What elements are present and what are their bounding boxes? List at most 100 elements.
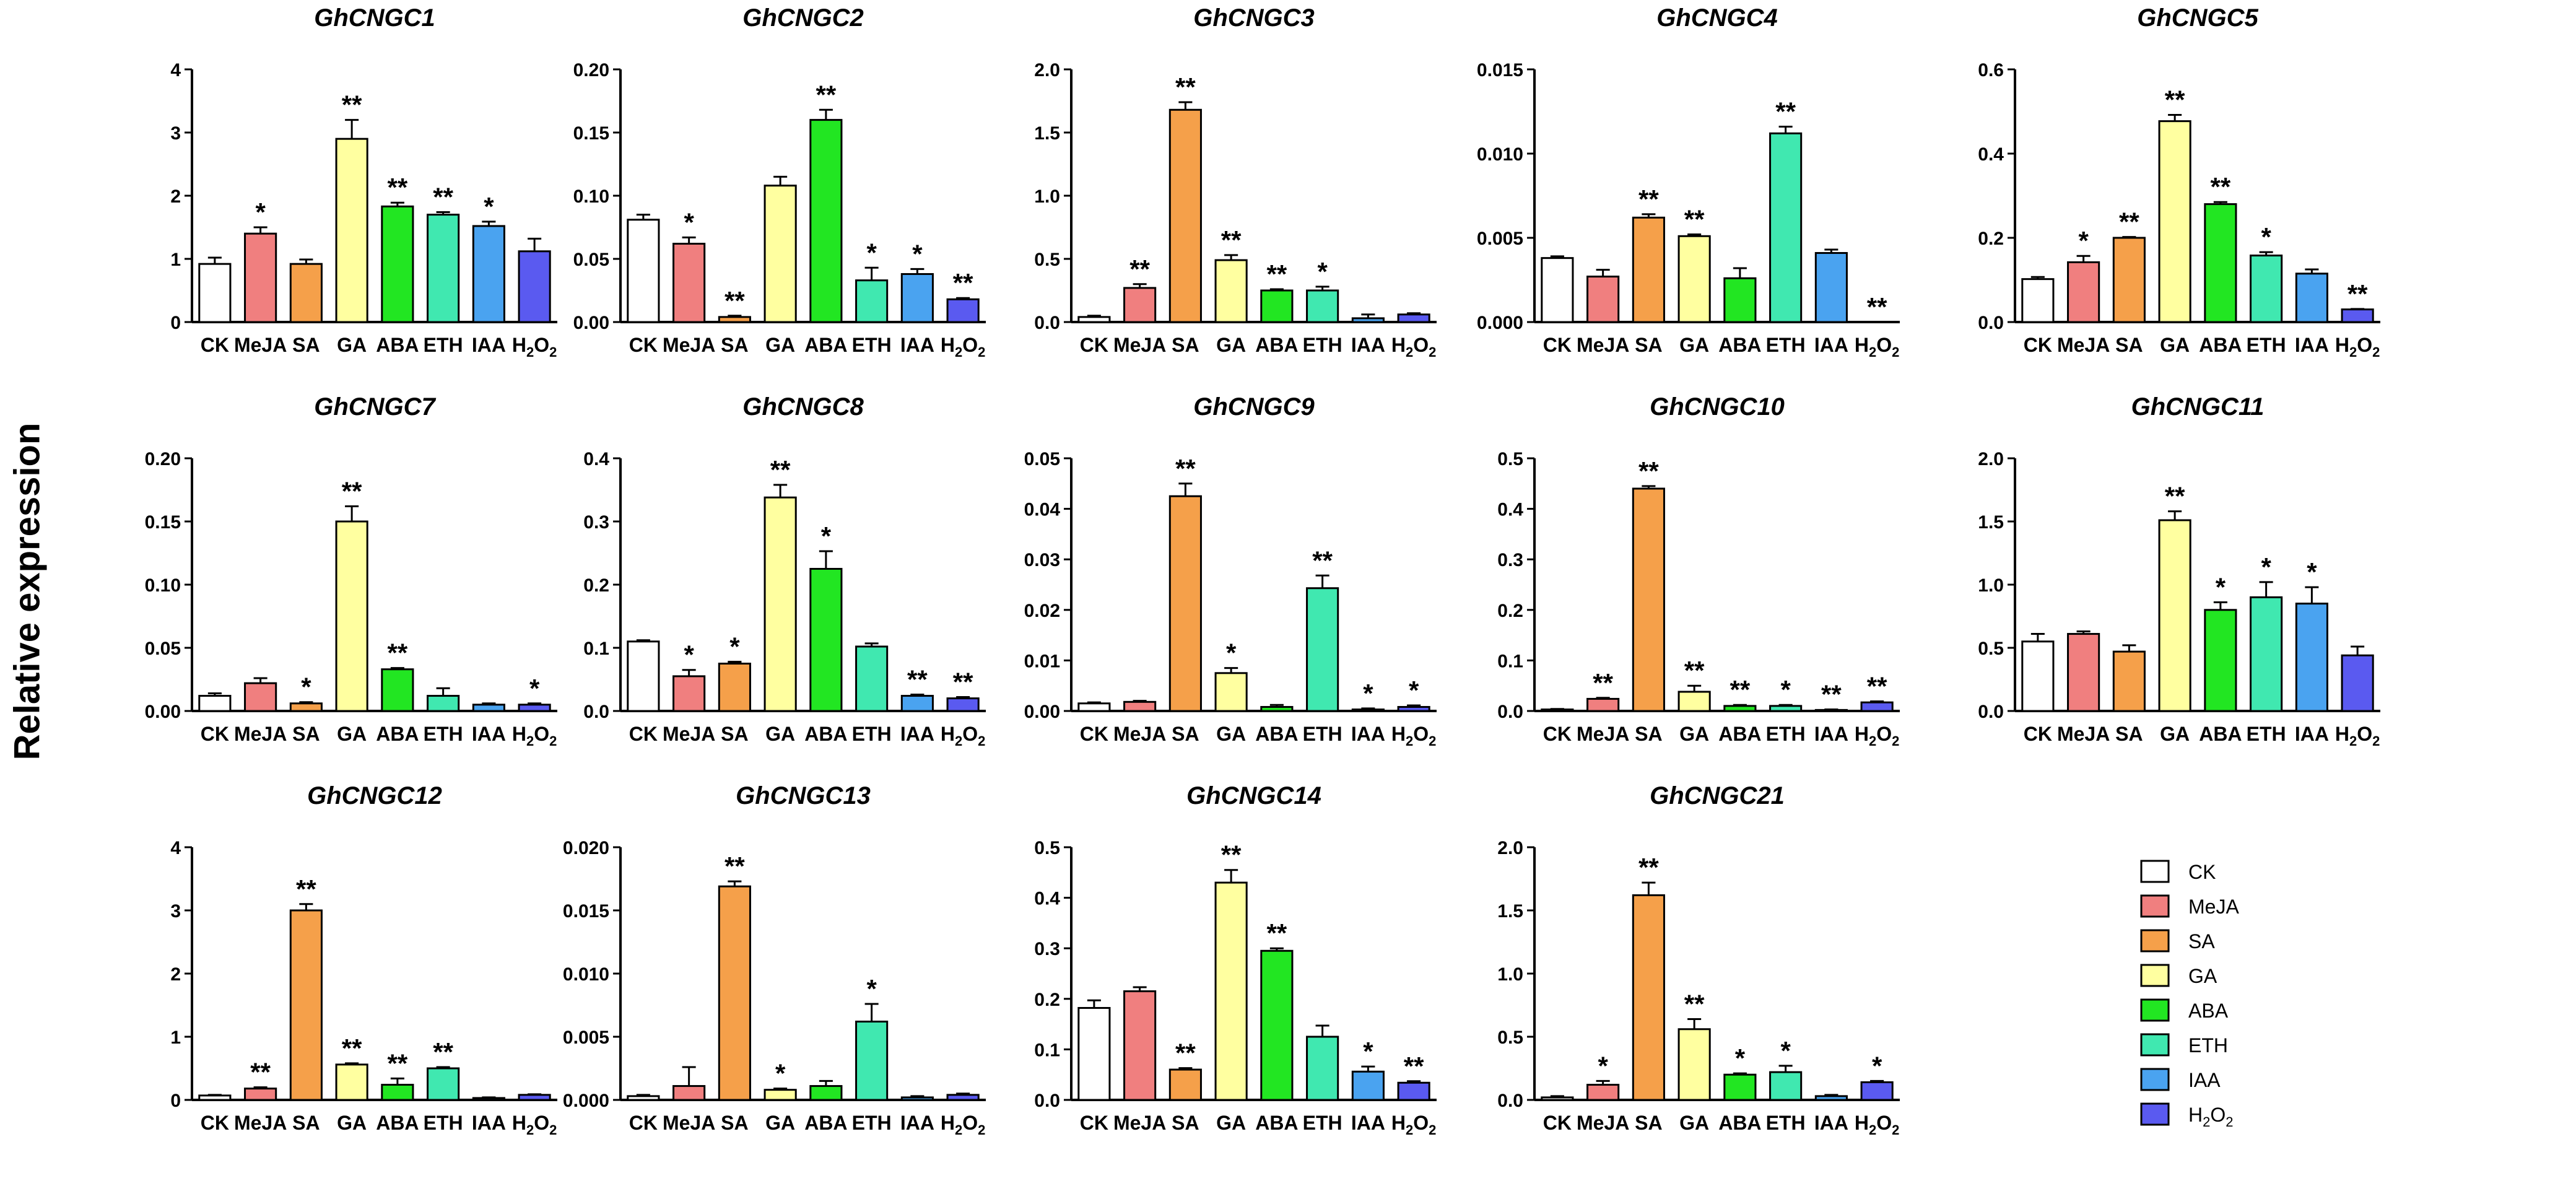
legend-swatch-SA [2140, 929, 2170, 953]
x-tick-label-GA: GA [1679, 334, 1709, 356]
significance-mark-MeJA: ** [1129, 255, 1150, 284]
x-tick-label-ETH: ETH [852, 334, 892, 356]
chart-title: GhCNGC2 [742, 4, 864, 32]
x-tick-label-ABA: ABA [1255, 334, 1298, 356]
bar-ETH [427, 695, 460, 712]
x-tick-label-MeJA: MeJA [1113, 334, 1166, 356]
bar-IAA [472, 225, 505, 323]
significance-mark-ABA: ** [1267, 259, 1287, 289]
bar-SA [1168, 1068, 1202, 1101]
bar-ABA [809, 119, 843, 323]
x-tick-label-MeJA: MeJA [1577, 334, 1629, 356]
significance-mark-ABA: ** [2211, 172, 2231, 201]
x-tick-label-ETH: ETH [424, 723, 463, 745]
chart-title: GhCNGC14 [1186, 782, 1321, 809]
x-tick-label-ETH: ETH [424, 334, 463, 356]
significance-mark-ABA: ** [1267, 918, 1287, 948]
x-tick-label-ETH: ETH [1766, 1112, 1806, 1134]
chart-panel-GhCNGC7: GhCNGC7 0.00 0.05 0.10 0.15 0.20 CK MeJA * SA ** GA… [145, 393, 557, 749]
chart-panel-GhCNGC14: GhCNGC14 0.0 0.1 0.2 0.3 0.4 0.5 CK MeJA ** SA ** GA… [1034, 782, 1437, 1138]
significance-mark-ETH: ** [433, 183, 453, 212]
significance-mark-GA: * [775, 1059, 786, 1088]
significance-mark-MeJA: * [1598, 1051, 1608, 1080]
y-tick-label: 0.01 [1024, 651, 1060, 671]
y-tick-label: 0.0 [1978, 313, 2004, 333]
significance-mark-GA: ** [2165, 482, 2185, 511]
legend-swatch-GA [2140, 964, 2170, 987]
bar-H2O2 [1860, 701, 1894, 712]
x-tick-label-MeJA: MeJA [1577, 1112, 1629, 1134]
x-tick-label-CK: CK [1080, 1112, 1108, 1134]
bar-ABA [2204, 203, 2237, 323]
bar-CK [1077, 316, 1111, 323]
bar-H2O2 [946, 298, 980, 323]
x-tick-label-IAA: IAA [1351, 334, 1385, 356]
x-tick-label-H2O2: H2O2 [1391, 1112, 1437, 1138]
bar-IAA [472, 704, 505, 712]
x-tick-label-ABA: ABA [804, 723, 847, 745]
x-tick-label-H2O2: H2O2 [1391, 334, 1437, 360]
x-tick-label-ABA: ABA [1255, 723, 1298, 745]
bar-ETH [855, 1021, 889, 1101]
y-tick-label: 0 [170, 313, 181, 333]
y-tick-label: 0.4 [1978, 144, 2004, 165]
significance-mark-ABA: ** [388, 1049, 408, 1078]
bar-SA [718, 316, 751, 323]
x-tick-label-ABA: ABA [2199, 334, 2242, 356]
legend-label-ETH: ETH [2188, 1034, 2228, 1057]
y-tick-label: 0.005 [1477, 229, 1523, 249]
bar-IAA [1351, 709, 1385, 712]
bar-ABA [1723, 277, 1757, 323]
bar-H2O2 [946, 1094, 980, 1101]
bar-ABA [1723, 1073, 1757, 1101]
bar-ETH [1306, 1036, 1339, 1101]
chart-panel-GhCNGC4: GhCNGC4 0.000 0.005 0.010 0.015 CK MeJA ** SA ** G… [1477, 4, 1900, 360]
x-tick-label-CK: CK [1080, 723, 1108, 745]
bar-ABA [1260, 949, 1294, 1101]
x-tick-label-ABA: ABA [1718, 1112, 1761, 1134]
bar-GA [2158, 519, 2191, 712]
chart-panel-GhCNGC8: GhCNGC8 0.0 0.1 0.2 0.3 0.4 CK * MeJA * SA ** GA * ABA… [583, 393, 986, 749]
significance-mark-H2O2: * [1872, 1051, 1882, 1080]
bar-SA [1168, 495, 1202, 712]
significance-mark-ETH: ** [433, 1037, 453, 1066]
bar-H2O2 [518, 1094, 551, 1101]
y-tick-label: 0.0 [1034, 313, 1060, 333]
y-tick-label: 2 [170, 964, 181, 985]
bar-MeJA [1586, 276, 1620, 323]
y-tick-label: 0.2 [1497, 601, 1523, 621]
y-tick-label: 0.0 [583, 702, 609, 722]
bar-GA [764, 185, 797, 323]
chart-panel-GhCNGC12: GhCNGC12 0 1 2 3 4 CK ** MeJA ** SA ** GA ** ABA ** ETH I… [170, 782, 557, 1138]
y-tick-label: 0.2 [1034, 990, 1060, 1010]
y-tick-label: 0.020 [563, 838, 609, 858]
y-tick-label: 0.5 [1497, 1027, 1523, 1048]
bar-H2O2 [1397, 1081, 1430, 1101]
x-tick-label-GA: GA [2160, 334, 2190, 356]
x-tick-label-H2O2: H2O2 [941, 1112, 986, 1138]
x-tick-label-SA: SA [721, 1112, 748, 1134]
significance-mark-ABA: * [2216, 573, 2226, 602]
x-tick-label-MeJA: MeJA [234, 334, 287, 356]
x-tick-label-SA: SA [292, 334, 320, 356]
y-tick-label: 0.2 [583, 575, 609, 596]
x-tick-label-ETH: ETH [2247, 334, 2286, 356]
legend-label-SA: SA [2188, 930, 2215, 953]
bar-ABA [1260, 289, 1294, 323]
y-tick-label: 0.00 [573, 313, 609, 333]
significance-mark-MeJA: * [255, 198, 266, 227]
significance-mark-ABA: ** [388, 639, 408, 668]
y-tick-label: 0.20 [145, 449, 181, 469]
y-tick-label: 0.0 [1497, 702, 1523, 722]
significance-mark-GA: ** [1221, 840, 1242, 870]
bar-CK [627, 219, 660, 323]
x-tick-label-MeJA: MeJA [1113, 723, 1166, 745]
global-y-axis-label: Relative expression [7, 422, 48, 761]
significance-mark-ETH: ** [1312, 546, 1333, 575]
significance-mark-H2O2: ** [1867, 292, 1887, 321]
y-tick-label: 0.2 [1978, 229, 2004, 249]
y-tick-label: 0.05 [573, 250, 609, 270]
y-tick-label: 0.00 [145, 702, 181, 722]
x-tick-label-SA: SA [721, 723, 748, 745]
